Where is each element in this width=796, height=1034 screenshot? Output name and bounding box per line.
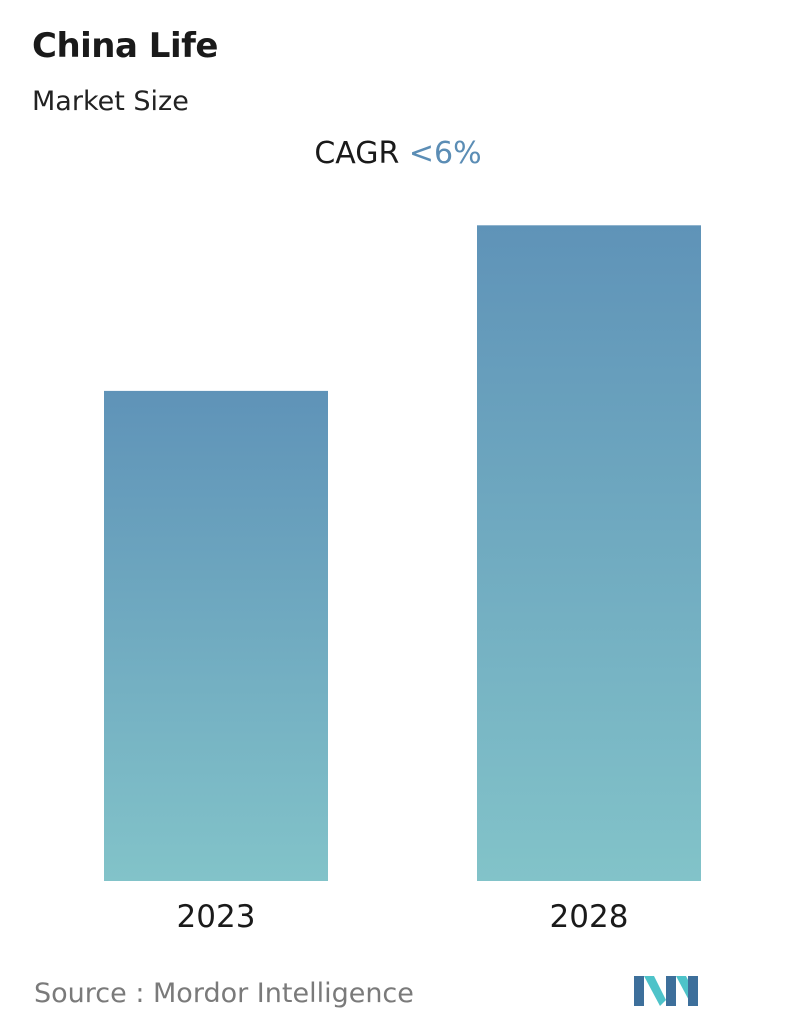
source-attribution: Source : Mordor Intelligence: [34, 978, 414, 1009]
x-tick-label-2023: 2023: [177, 899, 256, 935]
x-axis-labels: 2023 2028: [177, 899, 629, 935]
cagr-text: CAGR: [314, 136, 400, 171]
bar-chart: 2023 2028: [104, 225, 701, 935]
mordor-intelligence-logo-icon: [634, 976, 698, 1006]
bar-2028: [477, 225, 701, 881]
source-name: Mordor Intelligence: [153, 978, 414, 1009]
bars-group: [104, 225, 701, 881]
cagr-label: CAGR <6%: [0, 136, 796, 171]
chart-subtitle: Market Size: [32, 86, 189, 117]
bar-2023: [104, 390, 328, 881]
x-tick-label-2028: 2028: [550, 899, 629, 935]
cagr-value: <6%: [408, 136, 482, 171]
source-label: Source :: [34, 978, 145, 1009]
chart-title: China Life: [32, 26, 218, 66]
